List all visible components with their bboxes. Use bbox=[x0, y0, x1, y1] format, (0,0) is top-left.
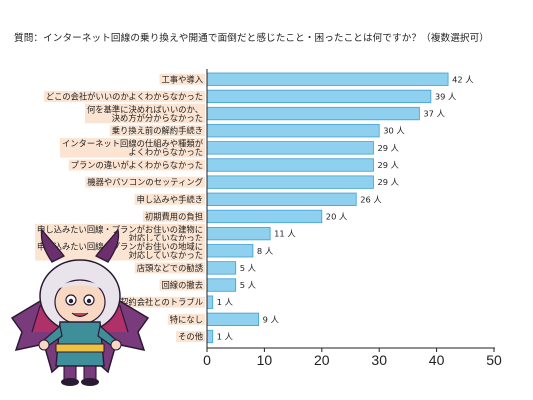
x-axis: 0 10 20 30 40 50 bbox=[203, 69, 502, 368]
category-label-bg bbox=[35, 240, 205, 261]
category-label-bg bbox=[44, 90, 205, 102]
category-label: 特になし bbox=[170, 314, 203, 324]
category-label-bg bbox=[68, 159, 205, 171]
category-label: 乗り換え前の解約手続き bbox=[112, 126, 203, 136]
x-tick-label: 20 bbox=[314, 352, 330, 368]
value-label: 1 人 bbox=[217, 332, 233, 342]
bar bbox=[206, 295, 214, 309]
bar bbox=[206, 261, 237, 275]
value-label: 8 人 bbox=[257, 246, 273, 256]
category-label-bg bbox=[35, 223, 205, 244]
category-label-bg bbox=[118, 296, 205, 308]
bar bbox=[206, 312, 260, 327]
category-label: その他 bbox=[178, 332, 203, 342]
category-label-bg bbox=[167, 313, 205, 325]
category-label: 契約会社とのトラブル bbox=[120, 297, 203, 307]
category-label: 何を基準に決めればいいのか、決め方が分からなかった bbox=[87, 104, 203, 123]
bars: 42 人 39 人 37 人 30 人 29 人 29 人 29 人 26 人 20 人 11 人… bbox=[206, 72, 474, 344]
category-label-bg bbox=[134, 262, 205, 274]
value-label: 5 人 bbox=[240, 263, 256, 273]
value-label: 39 人 bbox=[435, 91, 457, 101]
category-label-bg bbox=[159, 73, 205, 85]
value-label: 20 人 bbox=[326, 211, 348, 221]
value-label: 37 人 bbox=[423, 109, 445, 119]
value-label: 11 人 bbox=[274, 229, 296, 239]
category-label: 機器やパソコンのセッティング bbox=[87, 177, 203, 187]
bar bbox=[206, 106, 420, 121]
value-label: 9 人 bbox=[263, 314, 279, 324]
bar bbox=[206, 329, 214, 344]
x-tick-label: 0 bbox=[203, 352, 211, 368]
category-label: 工事や導入 bbox=[162, 74, 204, 84]
value-label: 1 人 bbox=[217, 297, 233, 307]
bar bbox=[206, 192, 357, 206]
category-label: プランの違いがよくわからなかった bbox=[71, 160, 203, 170]
bar bbox=[206, 278, 237, 292]
value-label: 26 人 bbox=[360, 194, 382, 204]
value-label: 29 人 bbox=[377, 143, 399, 153]
bar bbox=[206, 209, 323, 224]
chart-title: 質問：インターネット回線の乗り換えや開通で面倒だと感じたこと・困ったことは何です… bbox=[14, 33, 489, 44]
bar bbox=[206, 89, 432, 104]
category-label-bg bbox=[159, 279, 205, 291]
bar bbox=[206, 226, 271, 241]
category-label: 回線の撤去 bbox=[162, 280, 204, 290]
category-label: 初期費用の負担 bbox=[145, 211, 203, 221]
category-label: 申し込みたい回線・プランがお住いの建物に対応していなかった bbox=[37, 224, 203, 243]
category-label: インターネット回線の仕組みや種類がよくわからなかった bbox=[62, 139, 204, 158]
bar bbox=[206, 175, 374, 189]
category-labels: 工事や導入どこの会社がいいのかよくわからなかった何を基準に決めればいいのか、決め… bbox=[35, 73, 205, 342]
bar bbox=[206, 124, 380, 138]
bar bbox=[206, 72, 449, 86]
category-label: 店頭などでの勧誘 bbox=[137, 263, 204, 273]
bar bbox=[206, 158, 374, 172]
category-label: 申し込みたい回線・プランがお住いの地域に対応していなかった bbox=[37, 241, 203, 260]
value-label: 29 人 bbox=[377, 160, 399, 170]
x-tick-label: 10 bbox=[257, 352, 273, 368]
value-label: 30 人 bbox=[383, 126, 405, 136]
value-label: 5 人 bbox=[240, 280, 256, 290]
category-label: どこの会社がいいのかよくわからなかった bbox=[46, 91, 203, 101]
x-tick-label: 40 bbox=[429, 352, 445, 368]
category-label-bg bbox=[134, 193, 205, 205]
category-label-bg bbox=[176, 331, 205, 342]
bar bbox=[206, 141, 374, 155]
x-tick-label: 30 bbox=[371, 352, 387, 368]
category-label-bg bbox=[109, 125, 205, 137]
category-label-bg bbox=[59, 138, 205, 158]
value-label: 29 人 bbox=[377, 177, 399, 187]
category-label-bg bbox=[85, 103, 205, 124]
category-label-bg bbox=[85, 176, 205, 188]
bar bbox=[206, 244, 254, 258]
category-label-bg bbox=[142, 210, 205, 222]
x-tick-label: 50 bbox=[486, 352, 502, 368]
category-label: 申し込みや手続き bbox=[137, 194, 203, 204]
value-label: 42 人 bbox=[452, 74, 474, 84]
